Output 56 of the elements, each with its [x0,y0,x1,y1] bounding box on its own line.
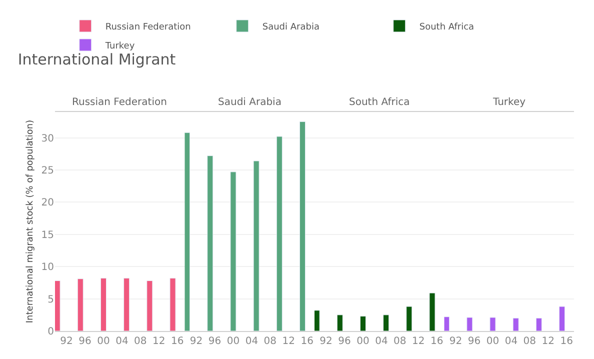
text: Saudi Arabia [218,97,282,108]
x-tick-label: 08 [134,336,147,347]
y-tick-label: 20 [41,198,54,209]
bar [466,317,473,331]
text: Turkey [493,97,526,108]
y-tick-label: 0 [48,326,54,338]
bar [490,317,496,331]
text: South Africa [349,97,410,108]
x-tick-label: 92 [60,336,73,347]
bar [558,306,566,331]
x-tick-label: 08 [394,336,406,347]
x-tick-label: 16 [300,336,314,347]
text: Russian Federation [72,97,167,108]
legend-label: Turkey [104,41,136,52]
x-tick-label: 04 [504,336,518,347]
x-tick-label: 08 [523,336,536,347]
bar [383,314,390,331]
x-tick-label: 08 [264,336,277,347]
x-tick-label: 92 [449,336,462,347]
x-tick-label: 96 [468,336,481,347]
x-tick-label: 16 [560,336,573,347]
y-tick-label: 25 [41,165,54,176]
bar [314,310,320,331]
legend-label: Saudi Arabia [262,22,320,32]
x-tick-label: 12 [152,336,166,347]
x-tick-label: 96 [208,336,222,347]
y-tick-label: 10 [41,262,54,274]
x-tick-label: 92 [190,336,203,347]
x-tick-label: 00 [226,336,240,347]
y-axis-title: International migrant stock (% of population) [26,120,36,324]
y-tick-label: 15 [41,230,54,241]
x-tick-label: 04 [375,336,388,347]
x-tick-label: 16 [430,336,444,347]
bar [512,318,519,331]
x-tick-label: 92 [320,336,332,347]
bar [360,316,366,331]
y-tick-label: 30 [41,133,54,144]
x-tick-label: 12 [282,336,296,347]
x-tick-label: 12 [412,336,425,347]
bar [336,314,343,331]
x-tick-label: 96 [338,336,351,347]
bar [536,318,542,331]
legend-label: Russian Federation [105,22,191,32]
x-tick-label: 04 [245,336,258,347]
legend-label: South Africa [419,22,474,32]
x-tick-label: 96 [78,336,92,347]
bar [444,316,450,331]
x-tick-label: 00 [356,336,370,347]
y-tick-label: 5 [48,294,54,306]
bar [406,306,412,331]
x-tick-label: 00 [97,336,110,347]
chart-title: International Migrant [18,50,176,68]
x-tick-label: 00 [486,336,500,347]
x-tick-label: 04 [116,336,128,347]
x-tick-label: 12 [542,336,555,347]
x-tick-label: 16 [170,336,184,347]
